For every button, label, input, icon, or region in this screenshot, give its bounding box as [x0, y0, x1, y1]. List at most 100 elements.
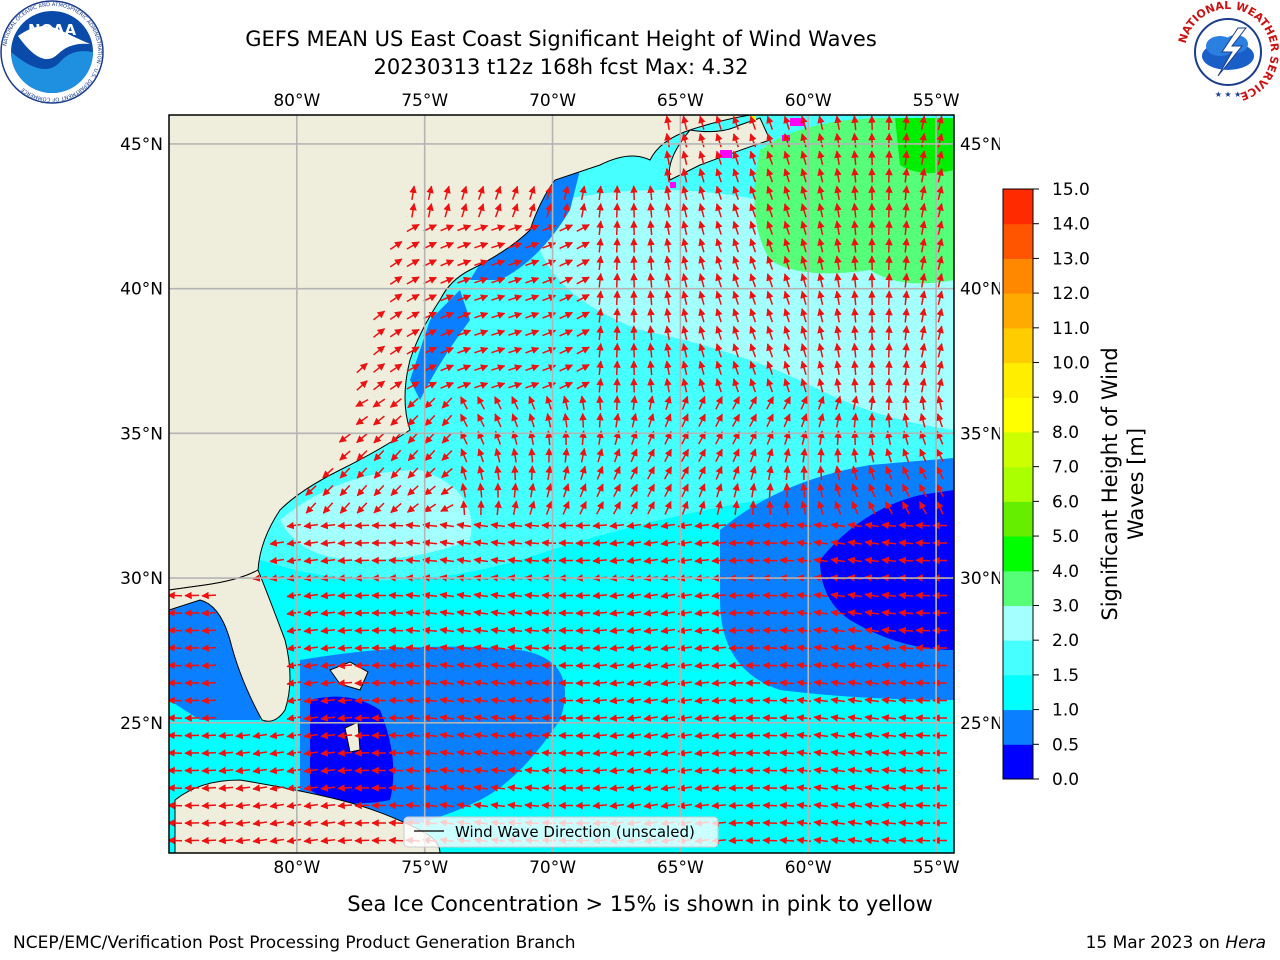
wave-direction-arrow [542, 665, 556, 666]
wave-direction-arrow [355, 543, 369, 544]
wave-direction-arrow [355, 613, 369, 614]
colorbar-tick-label-0: 0.0 [1052, 770, 1079, 790]
wave-height-map: 80°W80°W75°W75°W70°W70°W65°W65°W60°W60°W… [0, 0, 1000, 880]
wave-direction-arrow [780, 735, 794, 736]
wave-direction-arrow [202, 770, 216, 771]
wave-direction-arrow [338, 840, 352, 841]
wave-direction-arrow [780, 543, 794, 544]
wave-direction-arrow [780, 840, 794, 841]
wave-direction-arrow [355, 700, 369, 701]
wave-direction-arrow [763, 613, 777, 614]
wave-direction-arrow [576, 543, 590, 544]
wave-direction-arrow [338, 560, 352, 561]
wave-direction-arrow [355, 735, 369, 736]
lon-label-top-1: 75°W [401, 91, 448, 111]
wave-direction-arrow [916, 683, 930, 684]
lat-label-right-4: 25°N [960, 714, 1000, 734]
wave-direction-arrow [763, 560, 777, 561]
wave-direction-arrow [338, 683, 352, 684]
wave-direction-arrow [389, 648, 403, 649]
wave-direction-arrow [780, 788, 794, 789]
wave-direction-arrow [338, 630, 352, 631]
wave-direction-arrow [729, 665, 743, 666]
wave-direction-arrow [389, 735, 403, 736]
wave-direction-arrow [916, 665, 930, 666]
wave-direction-arrow [780, 700, 794, 701]
wave-direction-arrow [780, 718, 794, 719]
wave-direction-arrow [202, 700, 216, 701]
wave-direction-arrow [889, 239, 890, 253]
wave-direction-arrow [763, 753, 777, 754]
wave-direction-arrow [889, 361, 890, 375]
wave-direction-arrow [780, 665, 794, 666]
colorbar-tick-label-6: 4.0 [1052, 562, 1079, 582]
wave-direction-arrow [617, 221, 618, 235]
wave-direction-arrow [729, 840, 743, 841]
lon-label-top-2: 70°W [529, 91, 576, 111]
wave-direction-arrow [906, 396, 907, 410]
wave-direction-arrow [729, 543, 743, 544]
wave-direction-arrow [821, 449, 822, 463]
wave-direction-arrow [532, 449, 533, 463]
wave-direction-arrow [355, 805, 369, 806]
wave-direction-arrow [916, 735, 930, 736]
wave-direction-arrow [576, 648, 590, 649]
wave-direction-arrow [202, 595, 216, 596]
wave-direction-arrow [770, 501, 771, 515]
wave-direction-arrow [889, 344, 890, 358]
wave-direction-arrow [889, 221, 890, 235]
lon-label-top-3: 65°W [657, 91, 704, 111]
wave-direction-arrow [338, 525, 352, 526]
sea-ice-4 [670, 182, 676, 188]
wave-direction-arrow [542, 543, 556, 544]
colorbar-tick-label-3: 1.5 [1052, 666, 1079, 686]
wave-direction-arrow [889, 204, 890, 218]
wave-direction-arrow [916, 718, 930, 719]
wave-direction-arrow [576, 665, 590, 666]
wave-direction-arrow [389, 543, 403, 544]
wave-direction-arrow [617, 309, 618, 323]
lon-label-bottom-5: 55°W [913, 858, 960, 878]
wave-direction-arrow [389, 683, 403, 684]
wave-direction-arrow [729, 770, 743, 771]
wave-direction-arrow [916, 770, 930, 771]
wave-direction-arrow [763, 700, 777, 701]
wave-direction-arrow [729, 753, 743, 754]
wave-direction-arrow [202, 683, 216, 684]
wave-direction-arrow [780, 770, 794, 771]
wave-direction-arrow [729, 613, 743, 614]
wave-direction-arrow [338, 770, 352, 771]
colorbar-segment-7 [1003, 501, 1033, 536]
wave-direction-arrow [202, 840, 216, 841]
sea-ice-2 [790, 118, 804, 126]
wave-direction-arrow [889, 186, 890, 200]
wave-direction-arrow [542, 788, 556, 789]
wave-direction-arrow [780, 683, 794, 684]
wave-direction-arrow [338, 753, 352, 754]
wave-direction-arrow [389, 700, 403, 701]
colorbar-segment-6 [1003, 536, 1033, 571]
colorbar-segment-8 [1003, 467, 1033, 502]
wave-direction-arrow [617, 274, 618, 288]
wave-direction-arrow [389, 840, 403, 841]
wave-direction-arrow [889, 396, 890, 410]
lat-label-right-2: 35°N [960, 424, 1000, 444]
colorbar-segment-16 [1003, 189, 1033, 224]
colorbar-tick-label-16: 14.0 [1052, 215, 1090, 235]
lat-label-right-3: 30°N [960, 569, 1000, 589]
wave-direction-arrow [515, 466, 516, 480]
wave-direction-arrow [780, 560, 794, 561]
wave-direction-arrow [729, 560, 743, 561]
wave-direction-arrow [464, 501, 465, 515]
wave-direction-arrow [576, 718, 590, 719]
colorbar-tick-label-11: 9.0 [1052, 388, 1079, 408]
wave-direction-arrow [889, 309, 890, 323]
wave-direction-arrow [389, 805, 403, 806]
wave-direction-arrow [617, 344, 618, 358]
wave-direction-arrow [389, 823, 403, 824]
wave-direction-arrow [916, 805, 930, 806]
colorbar-tick-label-12: 10.0 [1052, 354, 1090, 374]
sea-ice-caption: Sea Ice Concentration > 15% is shown in … [0, 892, 1280, 916]
nws-logo: NATIONAL WEATHER SERVICE ★ ★ ★ [1176, 0, 1280, 104]
wave-direction-arrow [729, 823, 743, 824]
